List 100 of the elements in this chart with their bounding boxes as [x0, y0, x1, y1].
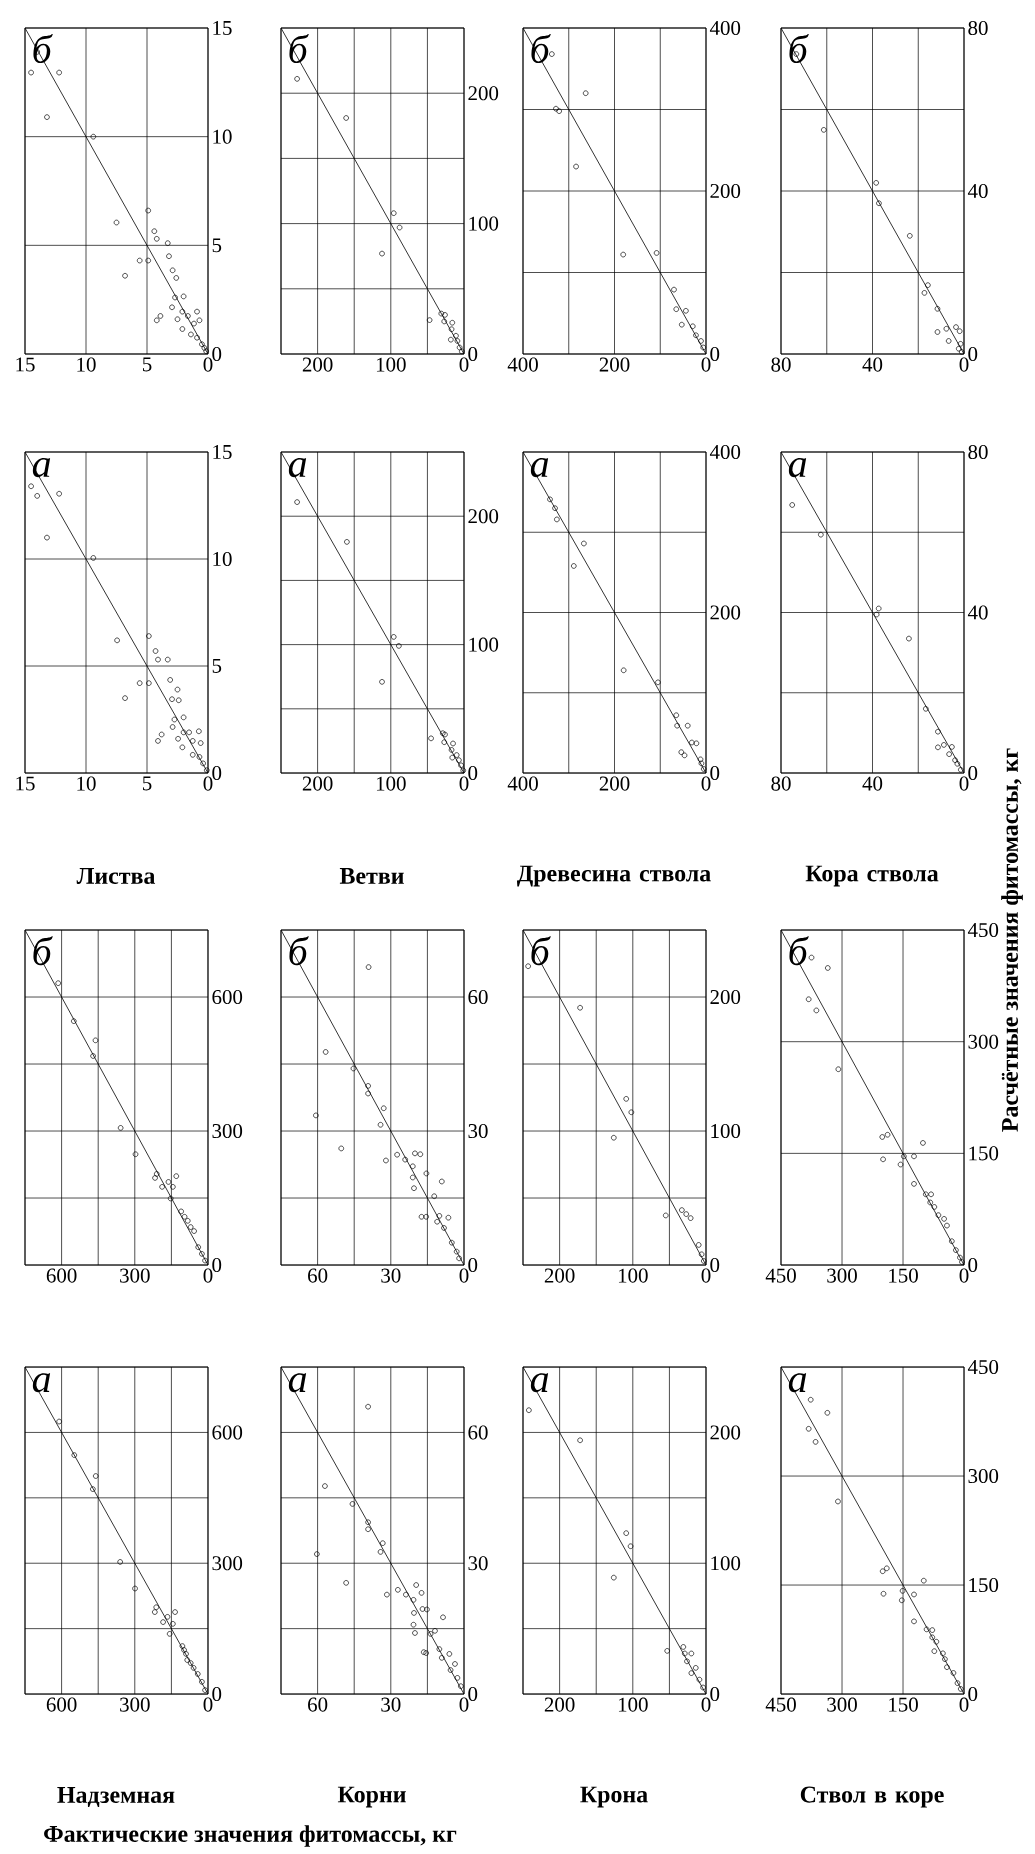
- point: [203, 348, 209, 354]
- point: [426, 317, 433, 323]
- point: [166, 1631, 173, 1637]
- point: [944, 1222, 950, 1229]
- x-tick-label: 10: [77, 357, 96, 372]
- point: [611, 1574, 617, 1581]
- point: [949, 1238, 955, 1244]
- point: [412, 1150, 418, 1157]
- point: [396, 224, 403, 231]
- y-tick-label: 0: [710, 1257, 720, 1273]
- y-tick-label: 600: [212, 989, 243, 1005]
- point: [553, 105, 559, 112]
- y-tick-label: 150: [969, 1146, 999, 1161]
- point: [879, 1568, 886, 1574]
- x-tick-label: 10: [77, 776, 96, 791]
- y-tick-label: 100: [469, 637, 499, 652]
- y-tick-label: 0: [968, 346, 978, 362]
- point: [190, 738, 196, 744]
- point: [164, 1614, 171, 1620]
- y-tick-label: 0: [710, 346, 720, 362]
- annotation: а: [32, 458, 51, 478]
- point: [442, 312, 448, 318]
- point: [28, 69, 34, 76]
- point: [160, 1619, 166, 1625]
- annotation: а: [530, 1373, 549, 1393]
- point: [191, 320, 197, 327]
- y-tick-label: 10: [213, 551, 232, 567]
- point: [695, 1242, 702, 1248]
- y-tick-label: 15: [213, 445, 232, 460]
- point: [683, 308, 689, 314]
- point: [663, 1212, 669, 1219]
- y-tick-label: 0: [212, 1686, 222, 1702]
- point: [693, 332, 699, 339]
- point: [136, 257, 143, 264]
- point: [880, 1156, 886, 1163]
- y-tick-label: 100: [711, 1123, 741, 1139]
- point: [174, 316, 181, 322]
- point: [824, 1410, 831, 1416]
- point: [687, 1215, 694, 1221]
- point: [184, 1657, 190, 1663]
- point: [935, 728, 941, 735]
- point: [145, 257, 151, 264]
- point: [439, 1178, 445, 1185]
- point: [195, 1671, 201, 1677]
- x-tick-label: 5: [142, 776, 152, 791]
- point: [423, 1214, 429, 1220]
- point: [920, 1140, 926, 1146]
- y-tick-label: 200: [468, 86, 499, 101]
- point: [879, 1134, 886, 1140]
- point: [899, 1588, 906, 1594]
- x-tick-label: 80: [771, 357, 791, 372]
- point: [873, 180, 879, 186]
- annotation: б: [531, 34, 551, 64]
- x-tick-label: 100: [618, 1268, 648, 1283]
- point: [627, 1543, 634, 1549]
- point: [611, 1134, 617, 1141]
- x-tick-label: 400: [507, 776, 538, 791]
- point: [950, 1670, 957, 1676]
- x-tick-label: 600: [46, 1268, 77, 1283]
- point: [175, 697, 182, 704]
- point: [653, 250, 660, 256]
- point: [90, 1486, 96, 1492]
- point: [620, 667, 627, 674]
- point: [28, 483, 34, 489]
- point: [188, 331, 194, 338]
- x-tick-label: 300: [120, 1697, 150, 1712]
- y-tick-label: 300: [968, 1468, 999, 1484]
- point: [956, 328, 963, 334]
- point: [158, 731, 165, 738]
- point: [377, 1549, 384, 1555]
- annotation: б: [33, 936, 53, 966]
- y-tick-label: 0: [468, 1257, 478, 1273]
- point: [934, 306, 941, 312]
- point: [925, 282, 931, 288]
- point: [901, 1153, 907, 1160]
- point: [942, 1656, 948, 1662]
- point: [204, 767, 210, 773]
- point: [835, 1066, 842, 1072]
- y-tick-label: 80: [968, 444, 988, 460]
- point: [689, 739, 695, 746]
- point: [152, 1175, 158, 1181]
- point: [187, 1660, 194, 1666]
- point: [195, 1244, 201, 1250]
- x-tick-label: 40: [862, 357, 883, 372]
- point: [436, 1646, 443, 1652]
- point: [688, 1670, 695, 1676]
- point: [55, 980, 61, 986]
- point: [684, 1658, 690, 1665]
- y-tick-label: 200: [468, 509, 499, 524]
- point: [957, 1254, 963, 1261]
- y-tick-label: 60: [468, 1425, 488, 1440]
- point: [458, 762, 464, 769]
- x-tick-label: 100: [376, 776, 406, 791]
- point: [946, 751, 952, 757]
- point: [700, 1684, 706, 1691]
- point: [447, 1667, 454, 1673]
- point: [698, 338, 704, 344]
- point: [172, 294, 178, 301]
- point: [90, 555, 97, 561]
- y-tick-label: 30: [468, 1556, 488, 1571]
